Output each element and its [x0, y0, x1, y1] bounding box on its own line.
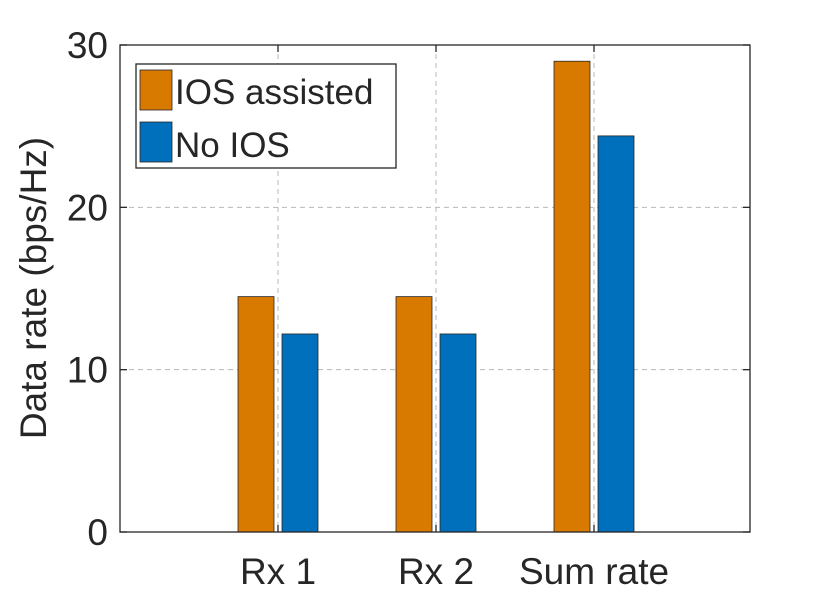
bar-ios-assisted-1 — [395, 296, 433, 533]
legend-label-ios-assisted: IOS assisted — [175, 73, 373, 112]
x-tick-label: Rx 1 — [240, 551, 316, 592]
axis-ticks — [120, 44, 750, 533]
legend: IOS assisted No IOS — [135, 63, 397, 169]
y-tick-label: 0 — [87, 512, 108, 553]
tick-labels: 0 10 20 30 Rx 1 Rx 2 Sum rate — [67, 25, 669, 592]
x-tick-label: Sum rate — [519, 551, 669, 592]
bar-no-ios-0 — [281, 333, 319, 533]
bar-no-ios-1 — [439, 333, 477, 533]
x-tick-label: Rx 2 — [398, 551, 474, 592]
legend-swatch-no-ios — [139, 121, 173, 163]
bar-no-ios-2 — [597, 135, 635, 533]
legend-swatch-ios-assisted — [139, 69, 173, 111]
y-tick-label: 30 — [67, 25, 108, 66]
y-tick-label: 20 — [67, 187, 108, 228]
y-tick-label: 10 — [67, 350, 108, 391]
y-axis-label: Data rate (bps/Hz) — [13, 137, 54, 439]
legend-label-no-ios: No IOS — [175, 126, 290, 165]
plot-frame — [119, 44, 751, 533]
bars — [237, 60, 635, 533]
bar-ios-assisted-2 — [553, 60, 591, 533]
legend-box — [135, 63, 397, 169]
bar-ios-assisted-0 — [237, 296, 275, 533]
